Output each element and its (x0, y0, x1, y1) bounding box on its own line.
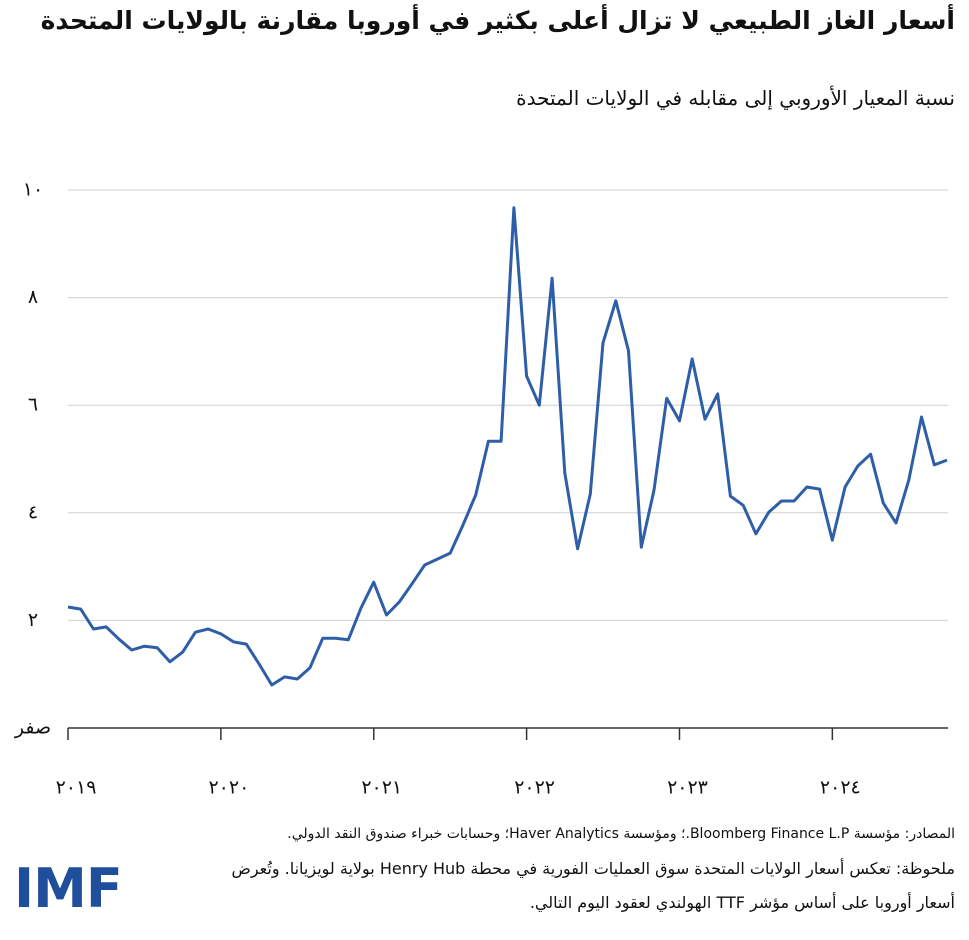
y-tick-label: ٢ (28, 609, 38, 631)
logo: IMF (14, 857, 123, 920)
x-tick-label: ٢٠٢١ (361, 777, 402, 799)
x-tick-label: ٢٠٢٣ (667, 777, 708, 799)
y-tick-label: ١٠ (23, 179, 43, 201)
x-tick-label: ٢٠٢٤ (820, 777, 861, 799)
note: ملحوظة: تعكس أسعار الولايات المتحدة سوق … (231, 859, 955, 878)
y-tick-label: ٤ (28, 501, 38, 523)
x-tick-label: ٢٠١٩ (56, 777, 97, 799)
y-tick-label: ٦ (28, 394, 38, 416)
y-tick-label: ٨ (28, 286, 38, 308)
note: أسعار أوروبا على أساس مؤشر TTF الهولندي … (529, 893, 955, 912)
x-tick-label: ٢٠٢٢ (514, 777, 555, 799)
chart-subtitle: نسبة المعيار الأوروبي إلى مقابله في الول… (516, 86, 955, 110)
sources: المصادر: مؤسسة Bloomberg Finance L.P.؛ و… (287, 826, 955, 842)
y-tick-label: صفر (14, 717, 51, 739)
chart-title: أسعار الغاز الطبيعي لا تزال أعلى بكثير ف… (40, 6, 955, 35)
data-line (67, 206, 948, 687)
x-tick-label: ٢٠٢٠ (208, 777, 249, 799)
